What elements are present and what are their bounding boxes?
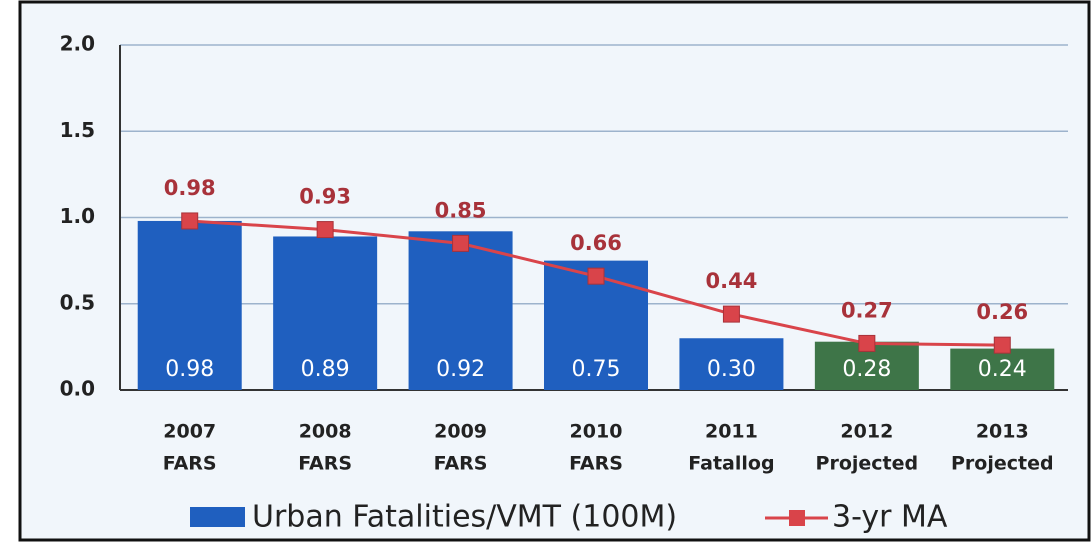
line-value-label: 0.66 (570, 231, 622, 255)
line-value-label: 0.85 (435, 198, 487, 222)
y-tick-label: 1.0 (60, 204, 95, 228)
x-tick-label: FARS (569, 453, 623, 475)
x-tick-label: 2007 (163, 421, 216, 443)
bar (273, 236, 378, 390)
bar (950, 348, 1055, 390)
legend-swatch (789, 510, 805, 526)
line-marker (181, 212, 199, 230)
bar-value-label: 0.89 (301, 357, 350, 382)
y-tick-label: 0.5 (60, 290, 95, 314)
y-tick-label: 0.0 (60, 377, 95, 401)
legend-swatch (190, 507, 245, 527)
line-value-label: 0.26 (976, 300, 1028, 324)
x-tick-label: Projected (816, 453, 919, 475)
x-tick-label: 2013 (976, 421, 1029, 443)
x-tick-label: FARS (434, 453, 488, 475)
bar (408, 231, 513, 390)
line-value-label: 0.98 (164, 176, 216, 200)
x-tick-label: FARS (163, 453, 217, 475)
x-tick-label: Projected (951, 453, 1054, 475)
legend-label: 3-yr MA (832, 500, 948, 535)
line-marker (587, 267, 605, 285)
x-tick-label: 2009 (434, 421, 487, 443)
line-marker (722, 305, 740, 323)
x-tick-label: 2010 (570, 421, 623, 443)
line-value-label: 0.44 (706, 269, 758, 293)
legend-label: Urban Fatalities/VMT (100M) (252, 500, 677, 535)
y-tick-label: 1.5 (60, 118, 95, 142)
x-tick-label: Fatallog (688, 453, 774, 475)
bar-value-label: 0.24 (978, 357, 1027, 382)
bar (679, 338, 784, 390)
line-value-label: 0.27 (841, 298, 893, 322)
line-marker (993, 336, 1011, 354)
line-value-label: 0.93 (299, 185, 351, 209)
line-marker (316, 221, 334, 239)
bar-value-label: 0.92 (436, 357, 485, 382)
line-marker (858, 334, 876, 352)
x-tick-label: 2011 (705, 421, 758, 443)
bar-value-label: 0.28 (842, 357, 891, 382)
line-marker (452, 234, 470, 252)
bar-value-label: 0.98 (165, 357, 214, 382)
x-tick-label: FARS (298, 453, 352, 475)
x-tick-label: 2008 (299, 421, 352, 443)
bar (137, 220, 242, 390)
x-tick-label: 2012 (840, 421, 893, 443)
bar-value-label: 0.30 (707, 357, 756, 382)
y-tick-label: 2.0 (60, 32, 95, 56)
bar-value-label: 0.75 (572, 357, 621, 382)
